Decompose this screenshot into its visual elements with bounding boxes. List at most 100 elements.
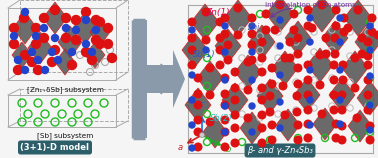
Circle shape	[39, 13, 48, 22]
Polygon shape	[313, 108, 337, 140]
Polygon shape	[348, 110, 372, 142]
Circle shape	[268, 80, 276, 88]
Circle shape	[221, 30, 229, 38]
Circle shape	[189, 72, 195, 78]
Circle shape	[206, 91, 214, 99]
Polygon shape	[90, 18, 110, 46]
Circle shape	[224, 41, 232, 49]
Circle shape	[294, 121, 302, 129]
Circle shape	[93, 27, 99, 33]
Text: (3+1)-D model: (3+1)-D model	[20, 143, 90, 152]
Circle shape	[337, 121, 343, 127]
Circle shape	[268, 121, 276, 129]
Circle shape	[339, 61, 347, 69]
Polygon shape	[28, 32, 52, 64]
Circle shape	[216, 46, 224, 54]
Polygon shape	[240, 112, 264, 144]
Circle shape	[42, 67, 48, 73]
Circle shape	[304, 120, 312, 128]
Circle shape	[286, 54, 294, 62]
Circle shape	[294, 64, 302, 72]
Circle shape	[332, 6, 340, 14]
Circle shape	[34, 66, 42, 75]
Polygon shape	[73, 12, 97, 44]
Circle shape	[82, 7, 90, 16]
Circle shape	[222, 23, 228, 29]
Circle shape	[216, 34, 224, 42]
Circle shape	[338, 91, 346, 99]
Circle shape	[364, 106, 372, 114]
Circle shape	[367, 102, 373, 108]
Circle shape	[222, 129, 228, 135]
Polygon shape	[58, 26, 82, 58]
Circle shape	[337, 39, 343, 45]
Circle shape	[194, 128, 202, 136]
Circle shape	[318, 110, 326, 118]
Circle shape	[189, 27, 195, 33]
Circle shape	[268, 136, 276, 144]
Circle shape	[367, 23, 373, 29]
Circle shape	[277, 125, 283, 131]
Circle shape	[71, 36, 81, 45]
Circle shape	[91, 15, 101, 24]
Circle shape	[307, 67, 313, 73]
Circle shape	[22, 67, 28, 73]
Circle shape	[271, 26, 279, 34]
Polygon shape	[224, 0, 252, 36]
Circle shape	[262, 26, 270, 34]
Polygon shape	[307, 48, 333, 82]
Circle shape	[322, 50, 330, 58]
Circle shape	[332, 22, 340, 30]
Polygon shape	[322, 21, 348, 55]
Circle shape	[277, 17, 283, 23]
Circle shape	[231, 124, 239, 132]
Circle shape	[268, 64, 276, 72]
Text: Sb(2): Sb(2)	[210, 113, 232, 122]
Circle shape	[20, 13, 28, 22]
Polygon shape	[85, 42, 105, 68]
Text: β- and γ-Zn₄Sb₃: β- and γ-Zn₄Sb₃	[247, 146, 313, 155]
Circle shape	[331, 34, 339, 42]
Circle shape	[9, 40, 19, 49]
Circle shape	[277, 72, 283, 78]
Circle shape	[221, 101, 229, 109]
Circle shape	[330, 76, 338, 84]
Circle shape	[222, 49, 228, 55]
Circle shape	[224, 56, 232, 64]
Circle shape	[88, 49, 96, 55]
Circle shape	[189, 122, 195, 128]
Circle shape	[62, 33, 71, 43]
Circle shape	[104, 24, 113, 33]
FancyArrow shape	[145, 64, 173, 94]
Circle shape	[337, 15, 343, 21]
Polygon shape	[12, 42, 32, 68]
Circle shape	[330, 61, 338, 69]
Circle shape	[82, 40, 90, 48]
Text: c: c	[200, 100, 204, 109]
Polygon shape	[191, 4, 219, 40]
Circle shape	[221, 143, 229, 151]
Circle shape	[40, 24, 48, 31]
Circle shape	[20, 51, 29, 60]
Circle shape	[294, 34, 302, 42]
Circle shape	[91, 36, 101, 45]
Circle shape	[279, 82, 287, 90]
Circle shape	[244, 58, 252, 66]
Circle shape	[234, 4, 242, 12]
Circle shape	[307, 39, 313, 45]
Circle shape	[266, 108, 274, 116]
Polygon shape	[249, 25, 275, 59]
Polygon shape	[329, 78, 355, 112]
Circle shape	[206, 64, 214, 72]
Circle shape	[304, 61, 312, 69]
Circle shape	[216, 18, 224, 26]
Circle shape	[203, 47, 209, 53]
Circle shape	[338, 106, 346, 114]
Circle shape	[202, 36, 210, 44]
Circle shape	[364, 38, 372, 46]
Circle shape	[258, 96, 266, 104]
Text: [Zn₁₊δSb] subsystem: [Zn₁₊δSb] subsystem	[26, 86, 104, 93]
Circle shape	[107, 54, 116, 63]
Polygon shape	[355, 25, 378, 59]
Circle shape	[286, 38, 294, 46]
